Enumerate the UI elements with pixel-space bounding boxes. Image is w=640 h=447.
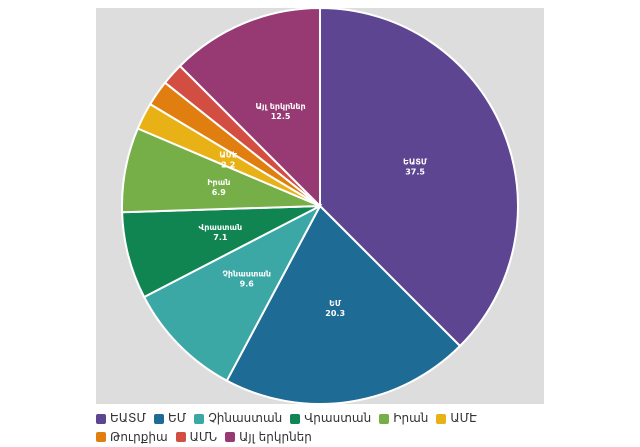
legend-item[interactable]: ԱՄՆ <box>175 429 218 446</box>
legend-swatch <box>379 413 390 424</box>
slice-value-label: 9.6 <box>240 279 255 288</box>
legend-label: Վրաստան <box>304 411 372 425</box>
slice-value-label: 12.5 <box>271 112 291 121</box>
legend-label: ԵՄ <box>167 411 187 425</box>
slice-category-label: ԵԱՏՄ <box>403 158 428 167</box>
slice-category-label: Վրաստան <box>199 223 243 232</box>
legend-swatch <box>290 413 301 424</box>
slice-value-label: 2.2 <box>221 160 235 169</box>
legend-label: ԱՄԷ <box>450 411 477 425</box>
chart-legend: ԵԱՏՄ ԵՄ Չինաստան Վրաստան Իրան ԱՄԷ Թուրքիա ԱՄՆ Այ… <box>96 410 556 447</box>
slice-category-label: Չինաստան <box>223 269 271 278</box>
legend-label: ԵԱՏՄ <box>110 411 146 425</box>
slice-value-label: 7.1 <box>213 233 228 242</box>
slice-category-label: Իրան <box>207 178 230 187</box>
pie-slice[interactable] <box>142 203 323 383</box>
legend-swatch <box>96 413 106 424</box>
legend-label: Այլ երկրներ <box>239 429 312 444</box>
legend-swatch <box>175 432 186 442</box>
slice-category-label: ԱՄԷ <box>219 150 237 159</box>
slice-category-label: ԵՄ <box>329 299 342 308</box>
legend-label: ԱՄՆ <box>189 429 218 444</box>
slice-value-label: 20.3 <box>325 309 345 318</box>
legend-swatch <box>153 413 164 424</box>
legend-item[interactable]: Իրան <box>379 410 428 427</box>
slice-category-label: Այլ երկրներ <box>255 102 305 111</box>
slice-value-label: 37.5 <box>405 168 425 177</box>
legend-swatch <box>225 432 236 442</box>
pie-slice[interactable] <box>319 6 519 348</box>
legend-label: Թուրքիա <box>110 429 168 444</box>
legend-item[interactable]: Չինաստան <box>194 410 282 427</box>
legend-swatch <box>194 413 205 424</box>
legend-swatch <box>96 432 106 442</box>
legend-item[interactable]: ԱՄԷ <box>436 410 477 427</box>
slice-value-label: 6.9 <box>212 188 227 197</box>
legend-label: Չինաստան <box>208 411 283 425</box>
legend-item[interactable]: Վրաստան <box>290 410 371 427</box>
pie-slice[interactable] <box>178 6 321 209</box>
legend-label: Իրան <box>393 411 429 425</box>
legend-swatch <box>436 413 447 424</box>
legend-item[interactable]: ԵԱՏՄ <box>96 410 146 427</box>
legend-item[interactable]: ԵՄ <box>153 410 187 427</box>
pie-slice[interactable] <box>225 204 462 405</box>
legend-item[interactable]: Թուրքիա <box>96 429 168 446</box>
legend-item[interactable]: Այլ երկրներ <box>225 429 312 446</box>
